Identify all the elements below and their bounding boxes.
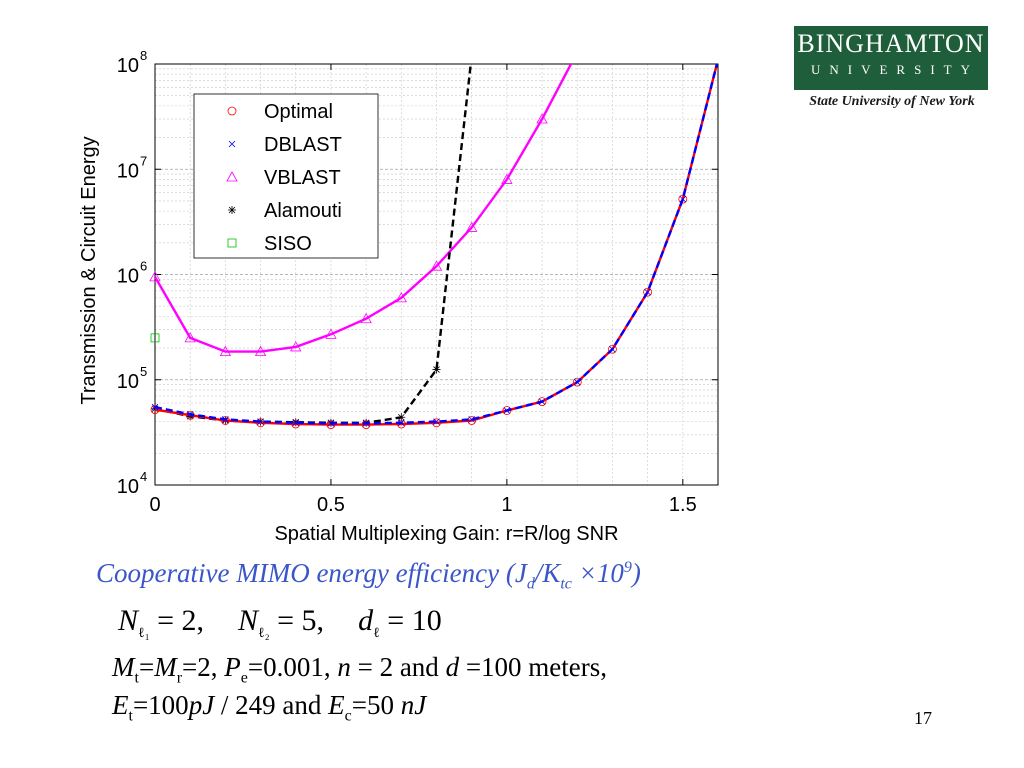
legend-label: Alamouti xyxy=(264,200,342,222)
data-point-vblast xyxy=(254,345,267,357)
data-point-vblast xyxy=(219,345,232,357)
data-point-vblast xyxy=(395,292,407,303)
legend-marker-dblast xyxy=(228,140,236,148)
params-line-1: Mt=Mr=2, Pe=0.001, n = 2 and d =100 mete… xyxy=(112,652,608,687)
data-point-dblast xyxy=(257,418,264,425)
x-axis-label: Spatial Multiplexing Gain: r=R/log SNR xyxy=(274,523,618,545)
y-tick-label-exponent: 7 xyxy=(140,153,147,168)
data-point-vblast xyxy=(149,271,161,282)
y-tick-label-base: 10 xyxy=(117,476,139,498)
data-point-optimal xyxy=(150,405,160,415)
data-point-vblast xyxy=(360,312,372,324)
legend-marker-siso xyxy=(227,238,237,248)
series-line-vblast xyxy=(155,64,573,353)
data-point-optimal xyxy=(608,344,617,354)
data-point-dblast xyxy=(398,419,405,427)
data-point-dblast xyxy=(609,345,616,353)
data-point-alamouti xyxy=(291,418,300,427)
data-point-dblast xyxy=(538,398,546,405)
y-tick-label-exponent: 5 xyxy=(140,364,147,379)
data-point-siso xyxy=(150,333,160,343)
logo-title: BINGHAMTON xyxy=(797,29,985,58)
data-point-alamouti xyxy=(397,413,406,422)
y-tick-label-base: 10 xyxy=(117,55,139,77)
data-point-dblast xyxy=(362,420,370,427)
legend-label: SISO xyxy=(264,233,312,255)
page-number: 17 xyxy=(914,708,932,728)
data-point-optimal xyxy=(572,377,582,387)
data-point-vblast xyxy=(325,328,337,339)
logo-tagline: State University of New York xyxy=(809,94,975,109)
data-point-dblast xyxy=(327,420,335,427)
data-point-dblast xyxy=(679,195,687,203)
data-point-vblast xyxy=(466,221,478,232)
data-point-dblast xyxy=(468,416,475,423)
data-point-dblast xyxy=(292,419,300,427)
x-tick-label: 1 xyxy=(501,494,512,516)
data-point-dblast xyxy=(186,410,194,418)
y-tick-label-exponent: 8 xyxy=(140,48,147,63)
data-point-vblast xyxy=(501,173,513,184)
y-tick-label-base: 10 xyxy=(117,160,139,182)
x-tick-label: 0 xyxy=(149,494,160,516)
params-line-2: Et=100pJ / 249 and Ec=50 nJ xyxy=(112,690,427,725)
data-point-dblast xyxy=(433,418,440,425)
data-point-dblast xyxy=(222,416,229,423)
parameter-equation: Nℓ₁ = 2, Nℓ₂ = 5, dℓ = 10 xyxy=(118,604,442,641)
data-point-vblast xyxy=(184,332,196,343)
legend-label: DBLAST xyxy=(264,134,342,156)
figure-caption: Cooperative MIMO energy efficiency (Jd/K… xyxy=(96,558,641,593)
y-tick-label-base: 10 xyxy=(117,266,139,288)
data-point-dblast xyxy=(573,378,581,386)
data-point-vblast xyxy=(430,260,443,271)
legend-marker-optimal xyxy=(227,106,237,116)
legend-label: Optimal xyxy=(264,101,333,123)
x-tick-label: 0.5 xyxy=(317,494,345,516)
legend-marker-alamouti xyxy=(228,206,236,214)
data-point-vblast xyxy=(536,113,548,124)
legend-marker-vblast xyxy=(226,171,238,182)
data-point-optimal xyxy=(220,416,230,425)
y-tick-label-exponent: 6 xyxy=(140,259,147,274)
logo-subtitle: UNIVERSITY xyxy=(811,62,979,77)
y-tick-label-base: 10 xyxy=(117,371,139,393)
data-point-dblast xyxy=(644,288,651,296)
x-tick-label: 1.5 xyxy=(669,494,697,516)
university-logo: BINGHAMTON UNIVERSITY xyxy=(794,26,988,90)
data-point-optimal xyxy=(643,287,653,297)
data-point-dblast xyxy=(151,403,159,411)
y-tick-label-exponent: 4 xyxy=(140,469,147,484)
data-point-vblast xyxy=(290,341,302,352)
data-point-optimal xyxy=(361,420,371,429)
series-line-dblast xyxy=(155,64,718,425)
legend-box xyxy=(193,93,379,259)
data-point-alamouti xyxy=(432,365,441,374)
legend-label: VBLAST xyxy=(264,167,341,189)
data-point-alamouti xyxy=(151,404,159,413)
data-point-optimal xyxy=(185,410,195,420)
data-point-dblast xyxy=(503,407,511,414)
y-axis-label: Transmission & Circuit Energy xyxy=(78,136,100,404)
